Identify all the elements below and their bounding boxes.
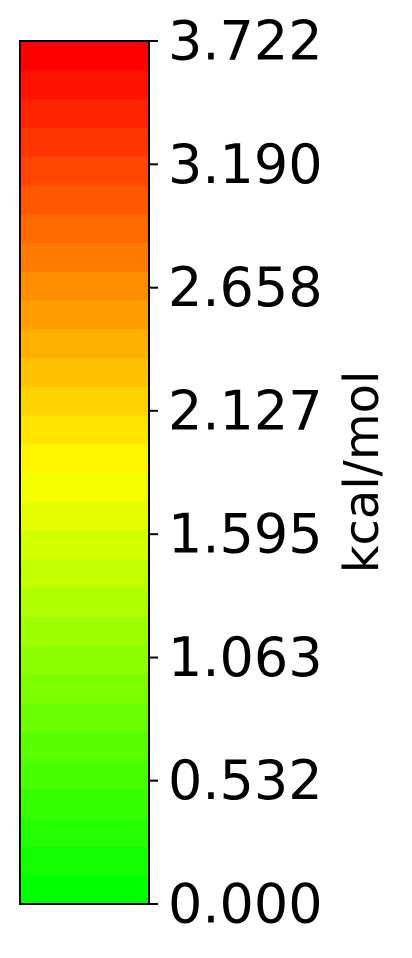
colorbar-tick-label: 1.595 [168, 503, 323, 566]
colorbar-level-band [20, 587, 149, 617]
colorbar-level-band [20, 184, 149, 215]
colorbar-level-band [20, 875, 149, 905]
colorbar-level-band [20, 817, 149, 848]
colorbar-level-band [20, 558, 149, 589]
colorbar-tick-label: 2.127 [168, 379, 323, 442]
colorbar-level-band [20, 501, 149, 531]
colorbar-level-band [20, 788, 149, 819]
colorbar-frame [19, 40, 150, 905]
colorbar-axis-label: kcal/mol [334, 371, 390, 574]
colorbar-level-band [20, 242, 149, 272]
colorbar-level-band [20, 328, 149, 359]
colorbar-level-band [20, 69, 149, 100]
colorbar-level-band [20, 127, 149, 157]
colorbar-ticks: 3.722 3.190 2.658 2.127 1.595 1.063 0.532 0.000 [149, 10, 323, 936]
colorbar-tick-label: 3.722 [168, 10, 323, 73]
colorbar-tick-label: 0.000 [168, 873, 323, 936]
colorbar-level-band [20, 156, 149, 186]
colorbar-tick-label: 0.532 [168, 749, 323, 812]
colorbar-level-band [20, 760, 149, 790]
colorbar-tick-label: 2.658 [168, 256, 323, 319]
colorbar-level-band [20, 98, 149, 128]
colorbar-level-band [20, 702, 149, 732]
colorbar-level-band [20, 616, 149, 646]
colorbar-level-band [20, 645, 149, 675]
colorbar-level-band [20, 386, 149, 416]
colorbar-level-band [20, 271, 149, 301]
colorbar-gradient [20, 41, 149, 905]
colorbar-level-band [20, 299, 149, 330]
colorbar-level-band [20, 213, 149, 243]
colorbar-level-band [20, 357, 149, 387]
colorbar-level-band [20, 414, 149, 445]
colorbar-level-band [20, 846, 149, 876]
colorbar-level-band [20, 673, 149, 704]
colorbar-level-band [20, 41, 149, 71]
colorbar-tick-label: 1.063 [168, 626, 323, 689]
colorbar-tick-label: 3.190 [168, 133, 323, 196]
colorbar-level-band [20, 472, 149, 502]
colorbar-level-band [20, 530, 149, 560]
colorbar-level-band [20, 731, 149, 761]
colorbar-level-band [20, 443, 149, 474]
